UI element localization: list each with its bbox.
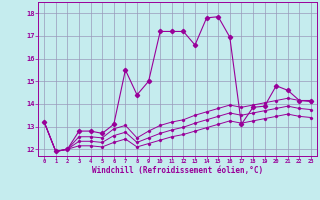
X-axis label: Windchill (Refroidissement éolien,°C): Windchill (Refroidissement éolien,°C): [92, 166, 263, 175]
